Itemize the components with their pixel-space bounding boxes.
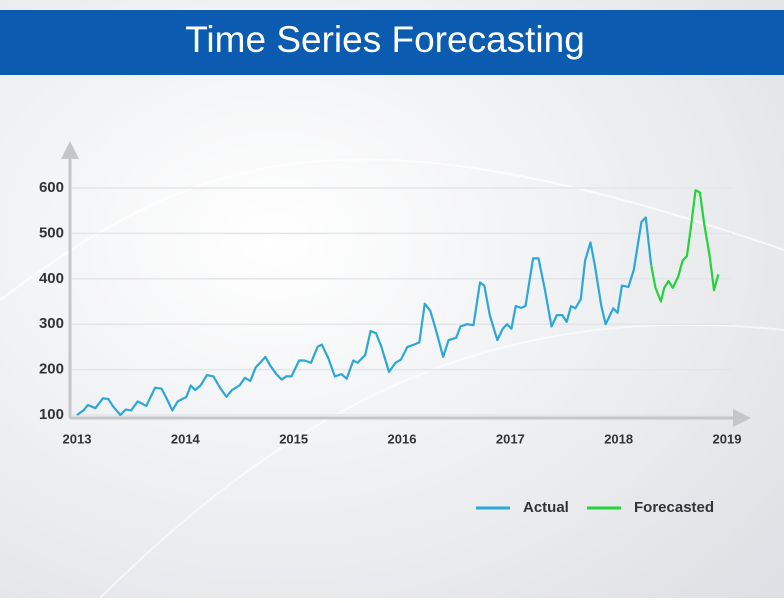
y-tick-label: 300 xyxy=(39,315,64,332)
legend-label: Forecasted xyxy=(634,499,714,516)
y-tick-label: 200 xyxy=(39,361,64,378)
x-tick-label: 2016 xyxy=(388,431,417,446)
y-tick-label: 600 xyxy=(39,179,64,196)
legend: Actual Forecasted xyxy=(476,499,714,516)
x-tick-label: 2013 xyxy=(63,431,92,446)
series-line xyxy=(76,216,653,417)
y-tick-label: 500 xyxy=(39,224,64,241)
series-line xyxy=(650,189,720,303)
swirl xyxy=(0,158,784,301)
x-tick-label: 2015 xyxy=(279,431,308,446)
chart-title: Time Series Forecasting xyxy=(185,19,585,60)
title-banner xyxy=(0,10,784,75)
y-tick-label: 400 xyxy=(39,270,64,287)
legend-label: Actual xyxy=(523,499,569,516)
x-tick-label: 2019 xyxy=(713,431,742,446)
x-tick-label: 2014 xyxy=(171,431,201,446)
x-tick-label: 2017 xyxy=(496,431,525,446)
y-tick-label: 100 xyxy=(39,406,64,423)
x-tick-label: 2018 xyxy=(604,431,633,446)
swirl xyxy=(99,323,784,599)
